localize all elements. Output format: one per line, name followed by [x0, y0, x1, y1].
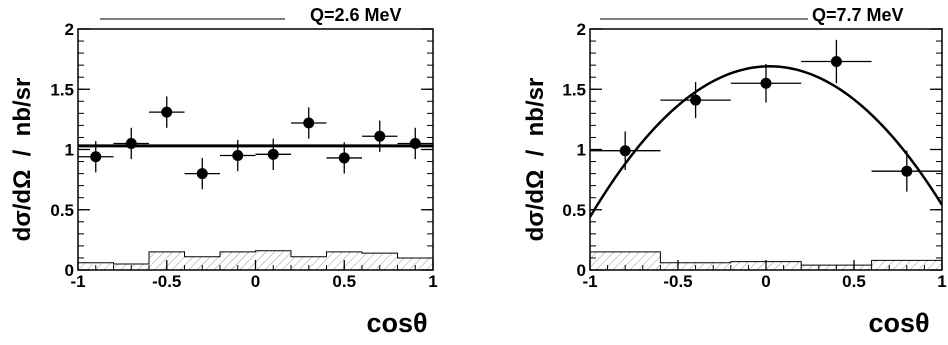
y-tick-label: 1: [65, 141, 74, 160]
data-point: [590, 131, 661, 170]
y-tick-label: 2: [577, 20, 586, 39]
point-marker: [690, 94, 702, 106]
y-axis-label: dσ/dΩ / nb/sr: [9, 78, 36, 242]
y-tick-label: 0.5: [50, 201, 74, 220]
point-marker: [901, 165, 913, 177]
y-tick-label: 1.5: [562, 80, 586, 99]
point-marker: [619, 145, 631, 157]
x-tick-label: 1: [428, 272, 437, 291]
data-point: [149, 96, 185, 128]
x-tick-label: 0.5: [842, 272, 866, 291]
data-point: [801, 39, 872, 84]
data-point: [113, 127, 149, 160]
x-tick-label: -1: [582, 272, 597, 291]
data-point: [291, 107, 327, 139]
data-point: [730, 63, 802, 103]
x-tick-label: 0.5: [332, 272, 356, 291]
y-tick-label: 1.5: [50, 80, 74, 99]
panel-title: Q=2.6 MeV: [310, 5, 402, 25]
data-point: [871, 150, 942, 192]
chart-panel-q26: 0 0.5 1 1.5 2 -1 -0.5 0 0.5 1 Q=2.6 MeV cosθ dσ/dΩ /…: [9, 5, 438, 338]
point-marker: [196, 168, 208, 180]
y-tick-label: 0: [577, 261, 586, 280]
data-point: [220, 139, 256, 172]
data-point: [78, 141, 114, 173]
point-marker: [125, 137, 137, 149]
x-tick-label: 1: [937, 272, 946, 291]
point-marker: [830, 56, 842, 68]
x-tick-label: -1: [70, 272, 85, 291]
point-marker: [232, 150, 244, 162]
point-marker: [161, 106, 173, 118]
point-marker: [90, 151, 102, 163]
panel-title: Q=7.7 MeV: [812, 5, 904, 25]
x-tick-label: -0.5: [663, 272, 692, 291]
y-tick-label: 2: [65, 20, 74, 39]
x-tick-label: -0.5: [152, 272, 181, 291]
point-marker: [338, 152, 350, 164]
data-point: [184, 157, 220, 190]
point-marker: [267, 148, 279, 160]
data-point: [397, 127, 433, 160]
chart-panel-q77: 0 0.5 1 1.5 2 -1 -0.5 0 0.5 1 Q=7.7 MeV cosθ dσ/dΩ /…: [522, 5, 947, 338]
point-marker: [760, 77, 772, 89]
x-axis-label: cosθ: [366, 308, 427, 338]
y-tick-label: 0: [65, 261, 74, 280]
data-point: [326, 142, 362, 174]
point-marker: [374, 130, 386, 142]
x-tick-label: 0: [761, 272, 770, 291]
point-marker: [303, 117, 315, 129]
y-tick-label: 0.5: [562, 201, 586, 220]
y-axis-label: dσ/dΩ / nb/sr: [522, 78, 549, 242]
x-tick-label: 0: [251, 272, 260, 291]
x-axis-label: cosθ: [868, 308, 929, 338]
data-point: [255, 138, 291, 170]
y-tick-label: 1: [577, 141, 586, 160]
data-point: [660, 82, 731, 119]
data-point: [362, 120, 398, 152]
point-marker: [409, 137, 421, 149]
